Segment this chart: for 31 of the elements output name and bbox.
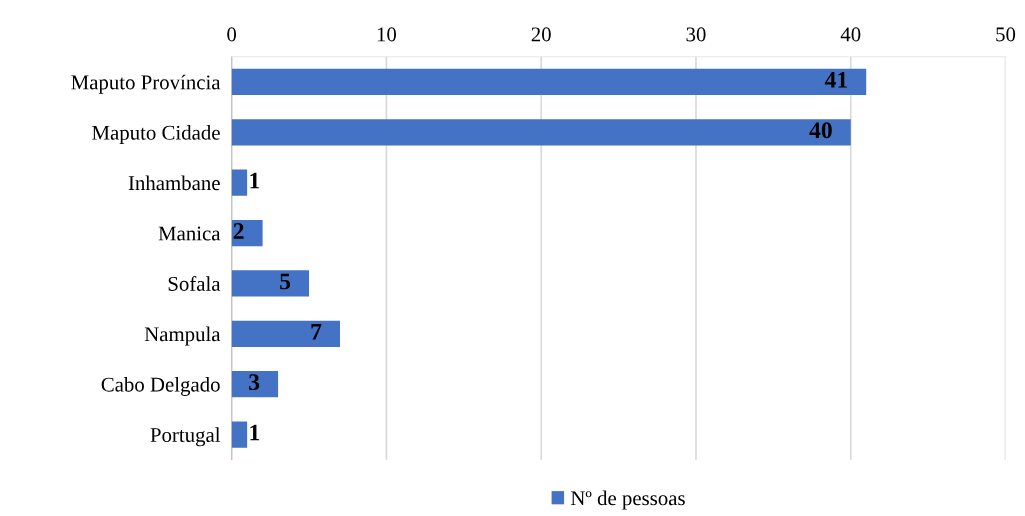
data-label: 1 [250, 172, 260, 189]
bar [231, 169, 248, 196]
y-tick-label: Maputo Cidade [92, 125, 220, 144]
bar [231, 219, 263, 247]
data-label: 41 [824, 72, 847, 88]
y-tick-label: Inhambane [128, 175, 220, 191]
bar [231, 421, 248, 448]
data-label: 2 [233, 223, 244, 239]
y-tick-label: Portugal [150, 427, 221, 447]
data-label: 40 [809, 122, 832, 139]
data-label: 5 [280, 273, 291, 290]
bar [231, 320, 340, 347]
bar [231, 119, 851, 146]
x-tick-label: 30 [686, 27, 706, 42]
x-tick-label: 10 [377, 27, 397, 42]
x-tick-label: 0 [227, 27, 237, 42]
legend-label: Nº de pessoas [570, 490, 685, 510]
x-tick-label: 40 [840, 27, 861, 42]
x-tick-label: 50 [996, 27, 1016, 42]
y-tick-label: Nampula [144, 326, 221, 346]
y-tick-label: Cabo Delgado [101, 376, 220, 396]
bar [231, 270, 310, 297]
y-tick-label: Sofala [168, 276, 221, 291]
data-label: 1 [250, 424, 260, 441]
y-tick-label: Maputo Província [71, 74, 221, 94]
data-label: 7 [311, 324, 322, 340]
x-tick-label: 20 [531, 27, 551, 42]
data-label: 3 [249, 374, 260, 391]
bar [231, 68, 867, 96]
bar [231, 371, 279, 398]
y-tick-label: Manica [158, 226, 221, 241]
